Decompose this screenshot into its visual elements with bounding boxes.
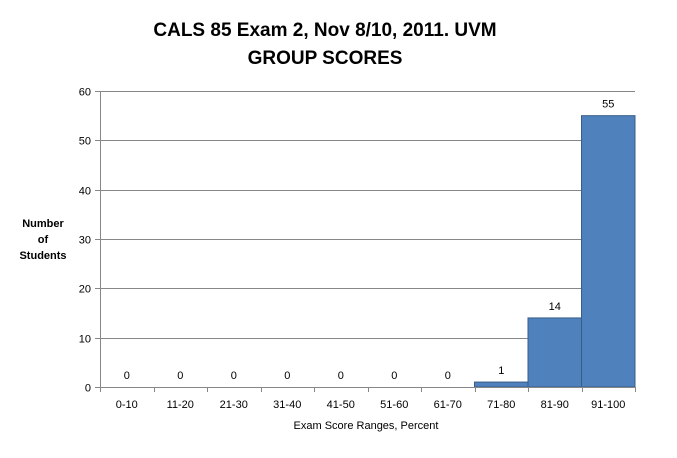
bar — [474, 381, 529, 388]
y-tick-label: 60 — [79, 87, 91, 99]
x-tick-label: 0-10 — [116, 399, 138, 411]
data-label: 1 — [498, 365, 504, 377]
data-label: 0 — [445, 370, 451, 382]
y-axis-label-line-1: Number — [22, 218, 64, 230]
x-tick-label: 51-60 — [380, 399, 408, 411]
x-tick-label: 41-50 — [327, 399, 355, 411]
data-label: 0 — [231, 370, 237, 382]
y-tick-label: 10 — [79, 334, 91, 346]
x-tick-label: 91-100 — [591, 399, 625, 411]
bar — [527, 317, 582, 388]
x-axis-label: Exam Score Ranges, Percent — [294, 420, 439, 432]
data-label: 0 — [338, 370, 344, 382]
x-tick-label: 61-70 — [434, 399, 462, 411]
y-tick-label: 20 — [79, 284, 91, 296]
data-label: 0 — [284, 370, 290, 382]
x-tick-label: 71-80 — [487, 399, 515, 411]
y-axis-label-line-2: of — [37, 234, 49, 246]
chart-title-line-2: GROUP SCORES — [247, 48, 403, 69]
data-label: 0 — [177, 370, 183, 382]
y-axis-label-line-3: Students — [19, 250, 67, 262]
data-label: 0 — [391, 370, 397, 382]
y-axis-label: Number of Students — [4, 216, 82, 264]
x-tick-label: 11-20 — [167, 399, 194, 411]
y-tick-label: 30 — [79, 235, 91, 247]
y-tick-label: 0 — [85, 383, 91, 395]
data-label: 14 — [549, 301, 561, 313]
x-tick-label: 31-40 — [273, 399, 301, 411]
y-tick-label: 50 — [79, 136, 91, 148]
x-tick-label: 21-30 — [220, 399, 248, 411]
x-tick-label: 81-90 — [541, 399, 569, 411]
bar — [581, 115, 636, 388]
data-label: 0 — [124, 370, 130, 382]
data-label: 55 — [602, 99, 614, 111]
chart-title-line-1: CALS 85 Exam 2, Nov 8/10, 2011. UVM — [153, 20, 497, 41]
y-tick-label: 40 — [79, 186, 91, 198]
